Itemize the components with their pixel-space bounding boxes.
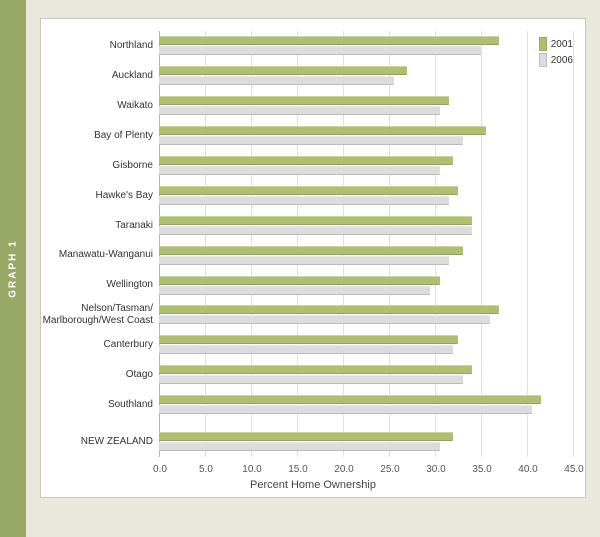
bar-2001 — [159, 186, 458, 195]
category-label: NEW ZEALAND — [41, 427, 159, 457]
bar-2006 — [159, 256, 449, 265]
category-row: Bay of Plenty — [41, 121, 573, 151]
x-tick-label: 15.0 — [288, 464, 307, 475]
category-label: Gisborne — [41, 151, 159, 181]
category-label: Southland — [41, 390, 159, 420]
chart-container: 2001 2006 0.05.010.015.020.025.030.035.0… — [26, 0, 600, 537]
category-row: Wellington — [41, 270, 573, 300]
bar-2001 — [159, 66, 407, 75]
category-bars — [159, 121, 573, 151]
category-bars — [159, 91, 573, 121]
category-label: Wellington — [41, 270, 159, 300]
category-bars — [159, 300, 573, 330]
category-label: Waikato — [41, 91, 159, 121]
bar-2001 — [159, 36, 499, 45]
bar-2001 — [159, 126, 486, 135]
category-row: Waikato — [41, 91, 573, 121]
bar-2006 — [159, 286, 430, 295]
graph-sidebar: GRAPH 1 — [0, 0, 26, 537]
bar-2001 — [159, 276, 440, 285]
category-row: Nelson/Tasman/Marlborough/West Coast — [41, 300, 573, 330]
category-bars — [159, 61, 573, 91]
category-bars — [159, 360, 573, 390]
bar-2001 — [159, 305, 499, 314]
bar-2006 — [159, 106, 440, 115]
row-spacer — [41, 420, 573, 427]
category-bars — [159, 31, 573, 61]
category-row: Gisborne — [41, 151, 573, 181]
category-bars — [159, 151, 573, 181]
graph-sidebar-label: GRAPH 1 — [8, 239, 19, 297]
bar-2001 — [159, 156, 453, 165]
plot-area: 2001 2006 0.05.010.015.020.025.030.035.0… — [40, 18, 586, 498]
category-bars — [159, 270, 573, 300]
bar-2001 — [159, 335, 458, 344]
category-row: Otago — [41, 360, 573, 390]
gridline: 45.0 — [573, 31, 574, 457]
category-row: Taranaki — [41, 210, 573, 240]
category-row: Auckland — [41, 61, 573, 91]
category-row: Southland — [41, 390, 573, 420]
x-tick-label: 5.0 — [199, 464, 213, 475]
x-tick-label: 10.0 — [242, 464, 261, 475]
category-label: Bay of Plenty — [41, 121, 159, 151]
category-bars — [159, 390, 573, 420]
bar-2001 — [159, 432, 453, 441]
x-tick-label: 0.0 — [153, 464, 167, 475]
bar-2006 — [159, 46, 481, 55]
bar-2006 — [159, 375, 463, 384]
x-tick-label: 40.0 — [518, 464, 537, 475]
bar-2006 — [159, 76, 394, 85]
category-row: NEW ZEALAND — [41, 427, 573, 457]
category-label: Otago — [41, 360, 159, 390]
x-tick-label: 30.0 — [426, 464, 445, 475]
category-label: Hawke's Bay — [41, 180, 159, 210]
bar-2001 — [159, 96, 449, 105]
bar-2006 — [159, 442, 440, 451]
category-bars — [159, 330, 573, 360]
bar-2006 — [159, 196, 449, 205]
bar-rows: NorthlandAucklandWaikatoBay of PlentyGis… — [41, 31, 573, 457]
category-bars — [159, 427, 573, 457]
bar-2006 — [159, 166, 440, 175]
category-label: Manawatu-Wanganui — [41, 240, 159, 270]
category-label: Taranaki — [41, 210, 159, 240]
x-tick-label: 20.0 — [334, 464, 353, 475]
bar-2001 — [159, 365, 472, 374]
category-bars — [159, 210, 573, 240]
category-bars — [159, 240, 573, 270]
category-row: Hawke's Bay — [41, 180, 573, 210]
bar-2001 — [159, 246, 463, 255]
category-label: Nelson/Tasman/Marlborough/West Coast — [41, 300, 159, 330]
category-row: Canterbury — [41, 330, 573, 360]
category-label: Canterbury — [41, 330, 159, 360]
category-row: Manawatu-Wanganui — [41, 240, 573, 270]
x-tick-label: 45.0 — [564, 464, 583, 475]
bar-2006 — [159, 136, 463, 145]
category-row: Northland — [41, 31, 573, 61]
bar-2006 — [159, 345, 453, 354]
bar-2001 — [159, 395, 541, 404]
category-bars — [159, 180, 573, 210]
bar-2006 — [159, 315, 490, 324]
category-label: Auckland — [41, 61, 159, 91]
x-tick-label: 25.0 — [380, 464, 399, 475]
bar-2006 — [159, 226, 472, 235]
x-tick-label: 35.0 — [472, 464, 491, 475]
category-label: Northland — [41, 31, 159, 61]
bar-2001 — [159, 216, 472, 225]
page: GRAPH 1 2001 2006 0.05.010.015.020.025.0… — [0, 0, 600, 537]
bar-2006 — [159, 405, 532, 414]
x-axis-label: Percent Home Ownership — [41, 479, 585, 491]
